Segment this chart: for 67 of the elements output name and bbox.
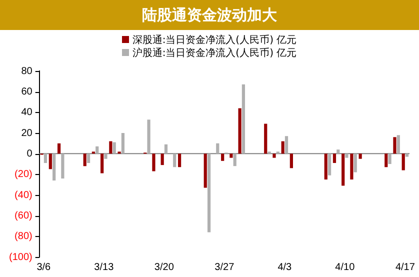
- x-tick-label: 4/3: [278, 262, 292, 273]
- x-tick-label: 3/27: [214, 262, 235, 273]
- bar: [100, 154, 104, 174]
- bar: [109, 141, 112, 154]
- bar: [221, 154, 224, 161]
- bar: [57, 143, 61, 154]
- bar: [328, 154, 332, 176]
- y-tick-label: 40: [21, 107, 33, 118]
- bar: [388, 154, 392, 164]
- y-tick-label: (60): [14, 210, 32, 222]
- bar: [207, 154, 211, 232]
- bar: [358, 154, 362, 159]
- bar: [160, 154, 164, 166]
- y-tick-label: 80: [21, 66, 33, 77]
- bar: [52, 154, 56, 181]
- y-tick-label: (40): [14, 190, 32, 201]
- y-tick-label: (100): [8, 252, 32, 263]
- bar: [230, 154, 233, 158]
- bar: [96, 146, 99, 154]
- bar: [173, 154, 176, 168]
- bar: [405, 154, 409, 157]
- bar: [112, 142, 116, 154]
- bar: [272, 154, 276, 158]
- bar: [393, 137, 396, 154]
- x-tick-label: 3/6: [36, 262, 52, 273]
- bar: [354, 154, 357, 172]
- bar: [121, 133, 125, 154]
- x-tick-label: 4/17: [395, 262, 416, 273]
- bar: [284, 136, 288, 154]
- bar: [178, 154, 182, 168]
- bar: [350, 154, 354, 180]
- legend-label: 深股通:当日资金净流入(人民币) 亿元: [132, 34, 297, 46]
- bar: [147, 120, 150, 154]
- bar: [164, 144, 168, 154]
- bar: [216, 143, 220, 154]
- bar: [345, 154, 348, 158]
- bar: [336, 150, 340, 154]
- bar: [104, 154, 108, 159]
- bar: [324, 154, 328, 180]
- y-tick-label: (80): [14, 231, 32, 242]
- x-tick-label: 4/10: [335, 262, 356, 273]
- legend-label: 沪股通:当日资金净流入(人民币) 亿元: [132, 46, 297, 60]
- bar: [233, 154, 236, 166]
- chart-title: 陆股通资金波动加大: [0, 0, 419, 30]
- y-tick-label: (20): [14, 169, 32, 180]
- bar: [44, 154, 48, 163]
- y-tick-label: 20: [21, 128, 33, 139]
- y-tick-label: 0: [26, 148, 33, 160]
- bar: [332, 154, 336, 163]
- x-tick-label: 3/20: [154, 262, 174, 273]
- bar: [264, 124, 268, 154]
- bar: [86, 154, 90, 163]
- bar: [152, 154, 156, 172]
- bar: [281, 141, 284, 154]
- bar: [342, 154, 345, 186]
- bar: [83, 154, 86, 166]
- bar: [396, 135, 400, 154]
- bar: [242, 84, 246, 154]
- y-tick-label: 60: [21, 86, 33, 98]
- x-tick-label: 3/13: [94, 262, 114, 273]
- bar: [61, 154, 64, 178]
- bar: [290, 154, 293, 168]
- bar: [384, 154, 388, 168]
- bar: [48, 154, 52, 170]
- bar: [238, 108, 242, 154]
- bar: [402, 154, 405, 170]
- bar: [204, 154, 207, 188]
